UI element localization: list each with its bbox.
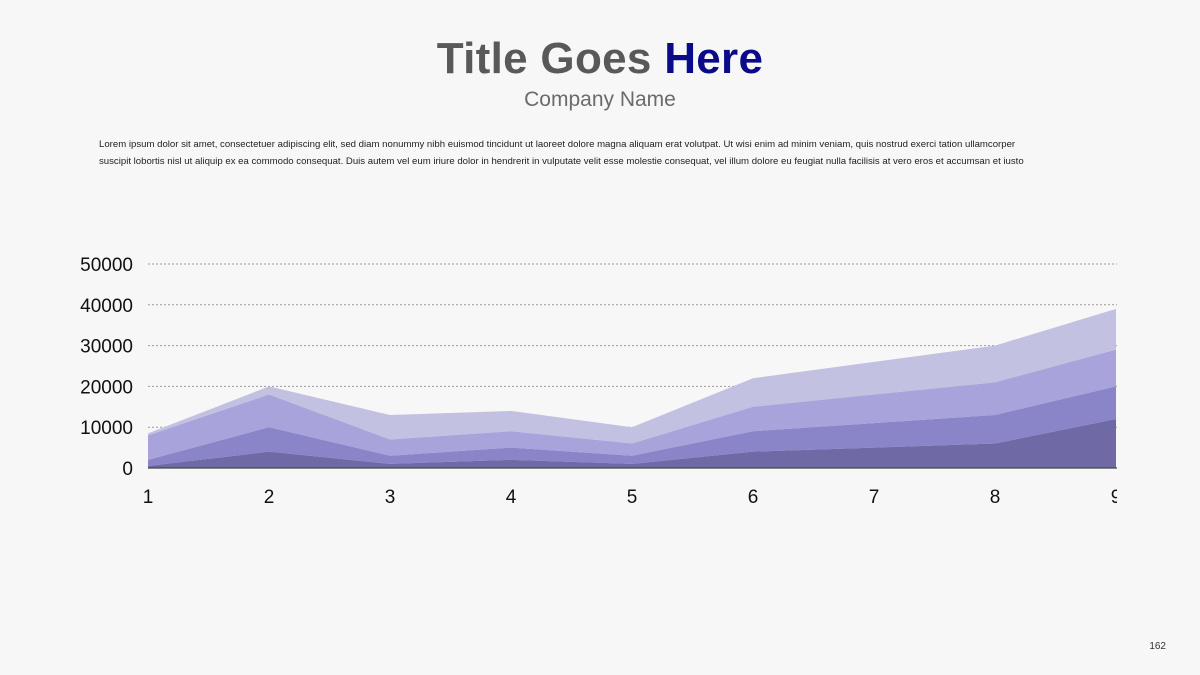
area-series-1 xyxy=(148,419,1116,468)
company-name: Company Name xyxy=(524,88,676,111)
body-paragraph: Lorem ipsum dolor sit amet, consectetuer… xyxy=(99,136,1109,170)
y-tick-label: 20000 xyxy=(80,377,133,398)
y-tick-label: 30000 xyxy=(80,337,133,358)
x-tick-label: 9 xyxy=(1111,487,1122,508)
page-number: 162 xyxy=(1149,641,1166,652)
title-main-text: Title Goes xyxy=(436,34,665,83)
x-tick-label: 1 xyxy=(143,487,154,508)
x-tick-label: 5 xyxy=(627,487,638,508)
y-tick-label: 50000 xyxy=(80,255,133,276)
area-series-2 xyxy=(148,386,1116,466)
x-tick-label: 4 xyxy=(506,487,517,508)
x-tick-label: 2 xyxy=(264,487,275,508)
area-series-group xyxy=(148,308,1116,468)
body-line: Lorem ipsum dolor sit amet, consectetuer… xyxy=(99,139,1016,150)
x-tick-label: 8 xyxy=(990,487,1001,508)
x-tick-label: 7 xyxy=(869,487,880,508)
y-tick-label: 0 xyxy=(122,459,133,480)
x-tick-label: 6 xyxy=(748,487,759,508)
axes: 0 10000 20000 30000 40000 50000 1 2 3 4 5 6 7 8 9 xyxy=(80,255,1122,508)
title-accent-text: Here xyxy=(664,34,764,83)
slide-title: Title Goes Here xyxy=(0,34,1200,84)
y-tick-label: 10000 xyxy=(80,418,133,439)
body-line: suscipit lobortis nisl ut aliquip ex ea … xyxy=(99,156,1024,167)
area-series-4 xyxy=(148,308,1116,444)
x-tick-label: 3 xyxy=(385,487,396,508)
area-series-3 xyxy=(148,349,1116,460)
y-tick-label: 40000 xyxy=(80,296,133,317)
